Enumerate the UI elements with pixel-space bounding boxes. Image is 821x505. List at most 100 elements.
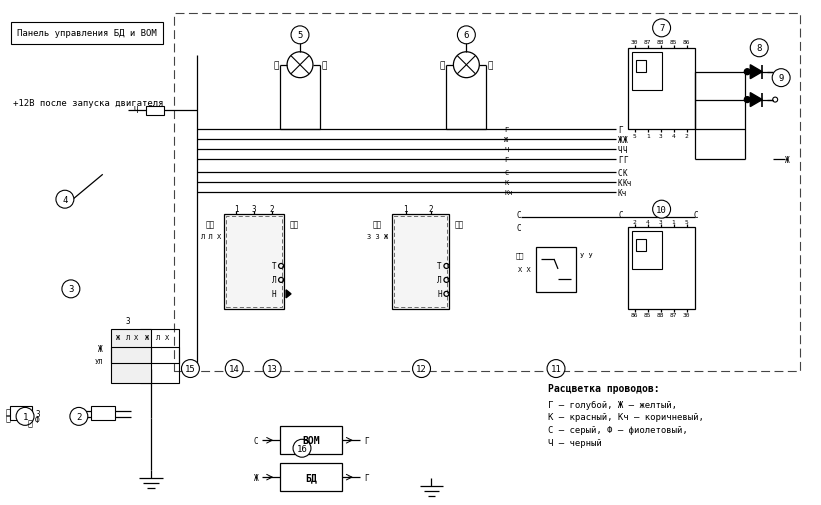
Text: ≫: ≫ [488,61,493,70]
Bar [111,347,150,363]
Text: 88: 88 [657,40,664,45]
Text: Х: Х [165,334,170,340]
Text: С: С [504,170,508,176]
Bar [393,217,447,307]
Text: 86: 86 [683,40,690,45]
Text: ≪: ≪ [6,407,11,416]
Text: 1: 1 [22,412,28,421]
Text: Т: Т [272,262,277,271]
Text: Г: Г [364,436,369,445]
Text: 12: 12 [416,364,427,373]
Text: 30: 30 [683,313,690,318]
Bar [280,427,342,454]
Polygon shape [750,66,762,79]
Text: БД: БД [305,472,317,482]
Circle shape [225,360,243,378]
Bar [631,53,662,90]
Text: Ч – черный: Ч – черный [548,438,602,447]
Circle shape [457,27,475,45]
Text: Кч: Кч [623,178,632,187]
Text: Т: Т [437,262,442,271]
Text: 3: 3 [658,134,663,139]
Text: 5: 5 [685,219,688,224]
Circle shape [773,70,790,87]
Circle shape [62,280,80,298]
Text: Ч: Ч [617,145,622,155]
Text: Л: Л [437,276,442,285]
Text: УЛ: УЛ [94,358,103,364]
Text: К – красный, Кч – коричневый,: К – красный, Кч – коричневый, [548,413,704,422]
Text: Ж: Ж [99,344,103,354]
Text: Л Л Х: Л Л Х [200,234,221,239]
Text: У У: У У [580,252,592,259]
Text: ВОМ: ВОМ [302,435,319,445]
Text: ≪≪: ≪≪ [206,220,215,229]
Text: Л: Л [272,276,277,285]
Text: 3: 3 [252,204,256,213]
Circle shape [291,27,309,45]
Text: ≪: ≪ [6,413,11,422]
Text: 5: 5 [633,134,636,139]
Text: К: К [617,178,622,187]
Circle shape [56,191,74,209]
Text: 2: 2 [76,412,81,421]
Text: Н: Н [437,290,442,299]
Text: С: С [517,223,521,232]
Text: К: К [623,169,627,177]
Text: Ч: Ч [504,147,508,153]
Text: Ч: Ч [133,106,138,115]
Text: Н: Н [272,290,277,299]
Text: Ж: Ж [623,136,627,144]
Circle shape [70,408,88,426]
Text: 4: 4 [62,195,67,205]
Text: Ж: Ж [504,137,508,143]
Text: ≪: ≪ [440,61,445,70]
Polygon shape [286,290,291,298]
Bar [536,247,576,292]
Text: Г: Г [617,126,622,135]
Circle shape [653,201,671,219]
Text: Ж: Ж [116,334,120,340]
Text: 3: 3 [35,409,39,418]
Text: ≪≪: ≪≪ [516,252,525,259]
Text: ≫≫: ≫≫ [373,220,383,229]
Text: Г: Г [504,127,508,133]
Bar [628,228,695,309]
Circle shape [16,408,34,426]
Text: Г – голубой, Ж – желтый,: Г – голубой, Ж – желтый, [548,399,677,409]
Text: Х Х: Х Х [518,267,530,272]
Text: 85: 85 [644,313,651,318]
Text: +12В после запуска двигателя: +12В после запуска двигателя [13,99,163,108]
Bar [145,107,163,115]
Circle shape [745,70,750,76]
Bar [635,61,645,73]
Bar [11,23,163,45]
Text: 13: 13 [267,364,277,373]
Text: 86: 86 [631,313,639,318]
Text: 9: 9 [778,74,784,83]
Bar [10,407,32,421]
Text: Расцветка проводов:: Расцветка проводов: [548,384,660,394]
Text: С – серый, Ф – фиолетовый,: С – серый, Ф – фиолетовый, [548,426,688,434]
Text: Г: Г [623,156,627,165]
Text: Ж: Ж [145,334,149,340]
Text: 4: 4 [646,219,649,224]
Text: 5: 5 [297,31,303,40]
Text: Ж: Ж [617,136,622,144]
Text: ≫≫: ≫≫ [289,220,299,229]
Text: 1: 1 [672,219,676,224]
Text: 85: 85 [670,40,677,45]
Text: С: С [617,169,622,177]
Text: 87: 87 [670,313,677,318]
Circle shape [745,97,750,104]
Bar [111,329,150,384]
Text: 15: 15 [185,364,195,373]
Text: Панель управления БД и ВОМ: Панель управления БД и ВОМ [17,29,157,38]
Bar [224,215,284,309]
Text: 2: 2 [633,219,636,224]
Text: С: С [693,210,698,219]
Text: 2: 2 [429,204,433,213]
Text: Х: Х [134,334,138,340]
Text: 6: 6 [464,31,469,40]
Circle shape [547,360,565,378]
